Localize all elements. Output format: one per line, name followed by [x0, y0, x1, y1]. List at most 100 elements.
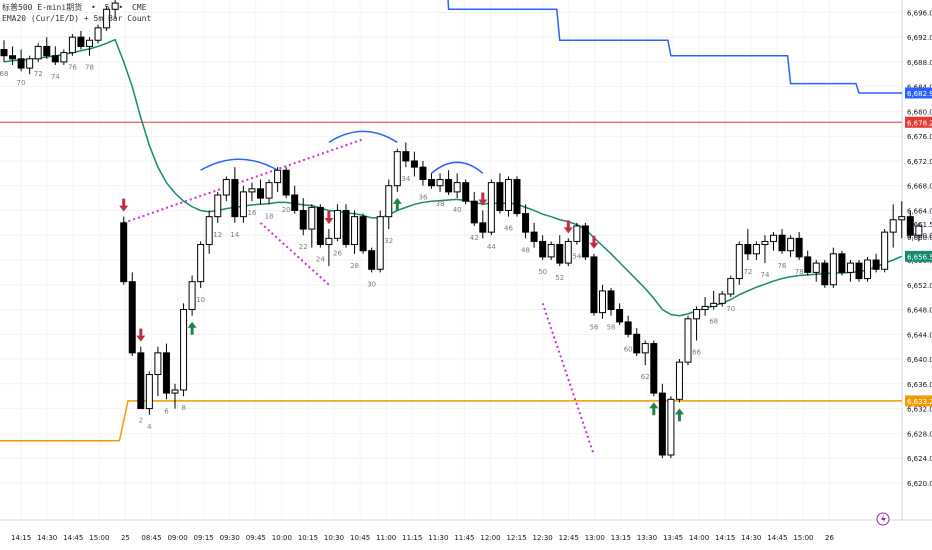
- x-tick-label: 10:00: [272, 534, 292, 542]
- candle: [410, 151, 418, 177]
- candle: [94, 24, 102, 44]
- candle: [34, 43, 42, 62]
- candle-body: [0, 49, 8, 57]
- candle: [701, 297, 709, 316]
- pattern-arc: [328, 130, 398, 144]
- bar-count-label: 4: [147, 423, 152, 431]
- candle: [744, 229, 752, 260]
- candle-body: [86, 39, 93, 47]
- candle: [599, 284, 606, 319]
- candle: [77, 30, 85, 50]
- candle: [453, 173, 461, 199]
- candle-body: [761, 240, 769, 246]
- candle: [222, 176, 230, 202]
- x-tick-label: 14:30: [741, 534, 761, 542]
- candle: [855, 260, 863, 282]
- candle: [316, 204, 324, 248]
- candle-body: [171, 389, 179, 394]
- bar-count-label: 20: [282, 206, 291, 214]
- candle: [231, 167, 239, 223]
- candle-body: [496, 182, 504, 211]
- y-tick-label: 6,672.00: [907, 158, 932, 166]
- x-tick-label: 11:00: [376, 534, 396, 542]
- candle: [496, 173, 504, 214]
- candle: [761, 235, 769, 264]
- candle-body: [752, 244, 760, 255]
- candle-body: [487, 182, 495, 233]
- candle: [846, 260, 854, 282]
- x-tick-label: 08:45: [141, 534, 161, 542]
- x-tick-label: 11:30: [428, 534, 448, 542]
- x-tick-label: 15:00: [89, 534, 109, 542]
- candle-body: [547, 244, 555, 258]
- candle: [675, 359, 683, 403]
- candle-body: [667, 398, 675, 456]
- candle-body: [291, 194, 299, 211]
- candle-body: [248, 188, 256, 193]
- candle-body: [641, 343, 649, 354]
- x-tick-label: 09:45: [246, 534, 266, 542]
- candle: [821, 260, 829, 288]
- bar-count-label: 78: [795, 268, 804, 276]
- buy-arrow: [187, 321, 197, 335]
- price-label-bg: [905, 250, 932, 262]
- candle-body: [128, 281, 136, 354]
- bar-count-label: 78: [85, 64, 94, 72]
- candle: [522, 204, 530, 239]
- x-tick-label: 12:00: [480, 534, 500, 542]
- candle: [898, 201, 906, 239]
- candle: [547, 241, 555, 260]
- bar-count-label: 54: [572, 253, 581, 261]
- candle: [368, 247, 376, 273]
- bar-count-label: 36: [418, 194, 427, 202]
- candle-body: [274, 169, 282, 184]
- price-label-bg: [905, 116, 932, 128]
- x-tick-label: 13:45: [663, 534, 683, 542]
- bar-count-label: 24: [316, 256, 325, 264]
- sell-arrow: [563, 220, 573, 234]
- legend-timeframe: 5: [104, 3, 110, 12]
- candle-body: [855, 262, 863, 280]
- x-tick-label: 10:15: [298, 534, 318, 542]
- candle-body: [145, 374, 153, 410]
- candle: [436, 173, 444, 192]
- bar-count-label: 16: [247, 209, 256, 217]
- candle-body: [419, 166, 427, 181]
- x-tick-label: 14:15: [11, 534, 31, 542]
- bar-count-label: 38: [436, 200, 445, 208]
- candle-body: [470, 200, 478, 224]
- pattern-arc: [431, 161, 484, 174]
- candle-body: [43, 45, 51, 57]
- candle-body: [351, 216, 359, 246]
- candle: [137, 346, 145, 410]
- x-tick-label: 15:00: [793, 534, 813, 542]
- candle-body: [744, 244, 752, 255]
- y-tick-label: 6,680.00: [907, 108, 932, 116]
- bar-count-label: 14: [230, 231, 239, 239]
- candle: [530, 222, 538, 248]
- bar-count-label: 44: [487, 243, 496, 251]
- candle-body: [658, 392, 666, 456]
- bar-count-label: 62: [641, 373, 650, 381]
- magenta-trendline: [123, 138, 364, 224]
- candle: [359, 213, 367, 254]
- candle-body: [599, 290, 606, 314]
- candle-body: [556, 244, 564, 264]
- candle-body: [915, 225, 923, 236]
- candle-body: [111, 2, 119, 10]
- candle-body: [299, 209, 307, 230]
- bar-count-label: 8: [181, 404, 185, 412]
- candle: [804, 250, 812, 276]
- bar-count-label: 74: [51, 73, 60, 81]
- candle-body: [479, 222, 487, 233]
- y-tick-label: 6,636.00: [907, 381, 932, 389]
- bar-count-label: 58: [607, 324, 616, 332]
- x-tick-label: 12:45: [559, 534, 579, 542]
- x-tick-label: 14:45: [63, 534, 83, 542]
- candle: [86, 37, 93, 56]
- lightning-icon[interactable]: [876, 512, 890, 526]
- candle: [393, 148, 401, 192]
- candle: [376, 210, 384, 273]
- candle: [419, 160, 427, 186]
